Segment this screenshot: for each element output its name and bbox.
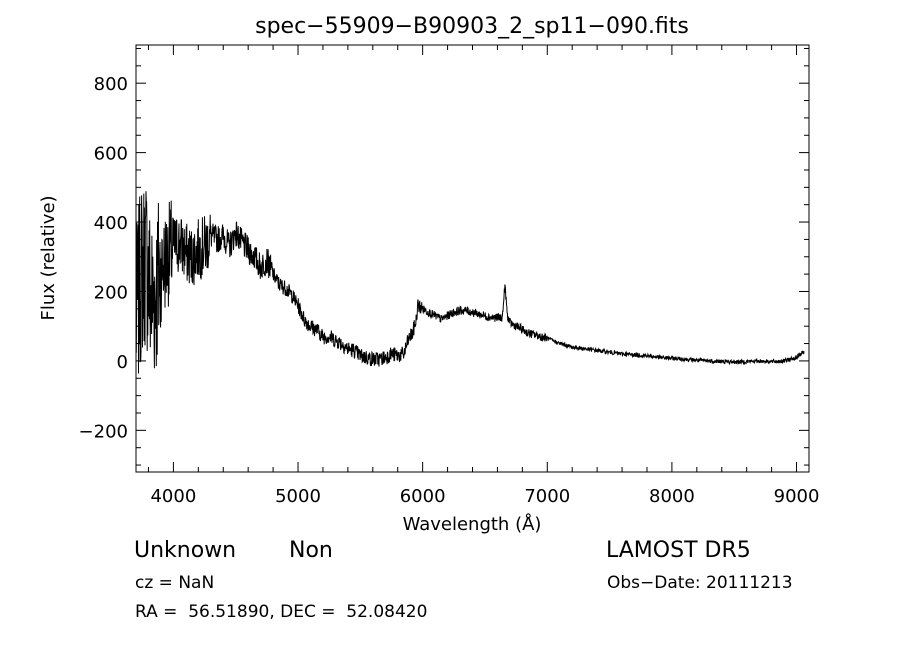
- tick-labels: 4000 5000 6000 7000 8000 9000 −200 0 200 400 600 80…: [79, 74, 820, 507]
- coordinates: RA = 56.51890, DEC = 52.08420: [135, 602, 428, 622]
- survey-name: LAMOST DR5: [606, 538, 751, 563]
- x-tick-label: 7000: [524, 486, 570, 507]
- chart-title: spec−55909−B90903_2_sp11−090.fits: [255, 14, 689, 39]
- object-class: Unknown: [134, 538, 237, 563]
- observation-date: Obs−Date: 20111213: [607, 573, 793, 593]
- x-tick-label: 9000: [774, 486, 820, 507]
- y-tick-label: 600: [94, 144, 128, 165]
- x-tick-label: 6000: [400, 486, 446, 507]
- y-tick-label: −200: [79, 421, 128, 442]
- y-tick-label: 800: [94, 74, 128, 95]
- y-tick-label: 400: [94, 213, 128, 234]
- object-subclass: Non: [289, 538, 333, 563]
- y-tick-label: 200: [94, 282, 128, 303]
- x-tick-label: 8000: [649, 486, 695, 507]
- x-axis-label: Wavelength (Å): [403, 513, 542, 535]
- axis-ticks: [136, 45, 809, 472]
- spectrum-line: [135, 191, 805, 374]
- y-axis-label: Flux (relative): [38, 195, 59, 320]
- x-tick-label: 4000: [150, 486, 196, 507]
- plot-frame: [135, 44, 810, 473]
- x-tick-label: 5000: [275, 486, 321, 507]
- y-tick-label: 0: [117, 352, 128, 373]
- redshift-cz: cz = NaN: [135, 573, 215, 593]
